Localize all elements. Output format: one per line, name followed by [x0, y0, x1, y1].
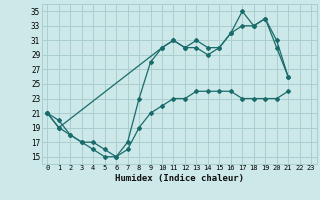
X-axis label: Humidex (Indice chaleur): Humidex (Indice chaleur) [115, 174, 244, 183]
